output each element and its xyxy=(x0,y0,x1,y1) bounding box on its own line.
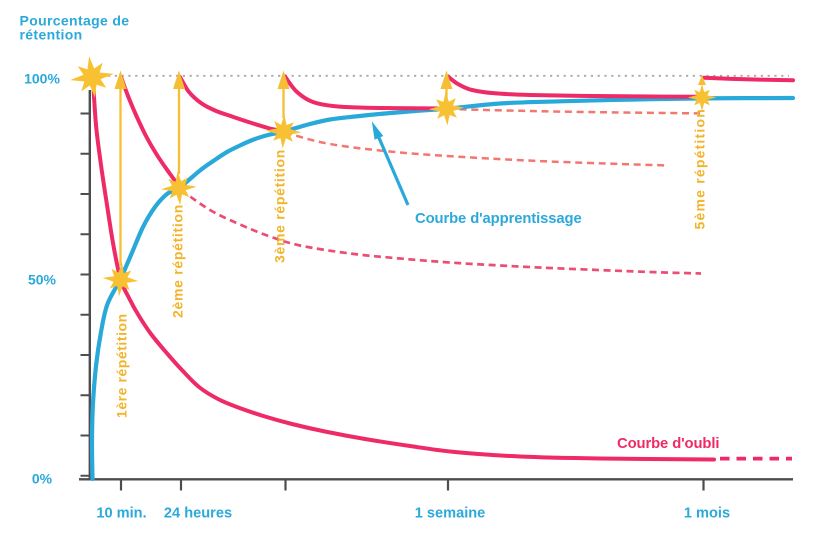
svg-text:1ère répétition: 1ère répétition xyxy=(114,313,130,418)
svg-text:50%: 50% xyxy=(28,272,57,288)
svg-text:1 semaine: 1 semaine xyxy=(415,506,486,522)
svg-text:2ème répétition: 2ème répétition xyxy=(170,204,186,318)
svg-text:Pourcentage de: Pourcentage de xyxy=(20,13,130,29)
svg-text:10 min.: 10 min. xyxy=(96,506,146,522)
svg-text:Courbe d'apprentissage: Courbe d'apprentissage xyxy=(415,211,582,227)
svg-text:1 mois: 1 mois xyxy=(684,506,730,522)
svg-text:Courbe d'oubli: Courbe d'oubli xyxy=(617,436,719,452)
svg-text:3ème répétition: 3ème répétition xyxy=(272,149,288,263)
svg-text:5ème répétition: 5ème répétition xyxy=(692,108,708,229)
svg-text:100%: 100% xyxy=(24,71,60,87)
svg-text:0%: 0% xyxy=(32,471,53,487)
svg-text:rétention: rétention xyxy=(20,27,83,43)
svg-text:24 heures: 24 heures xyxy=(164,506,232,522)
